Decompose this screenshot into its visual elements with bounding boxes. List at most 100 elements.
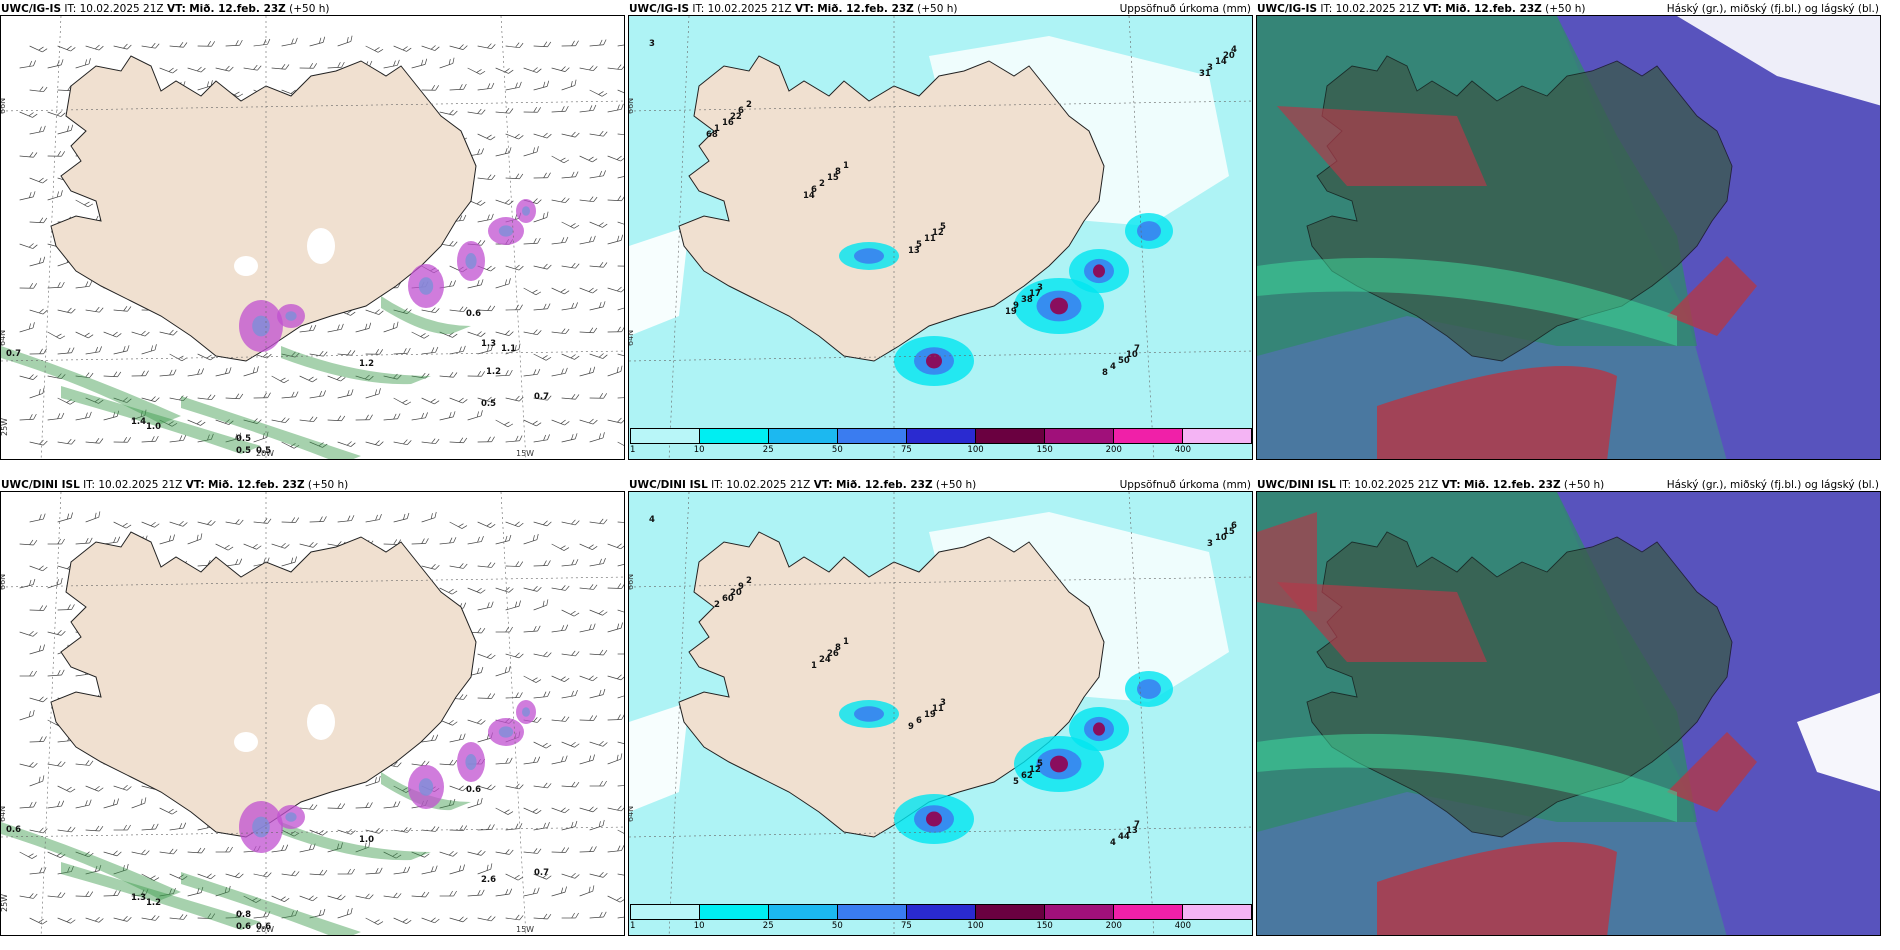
wind-barb: [589, 261, 608, 268]
wind-barb: [477, 436, 495, 443]
wind-barb: [579, 885, 595, 897]
panel-title: UWC/DINI ISL IT: 10.02.2025 21Z VT: Mið.…: [1257, 478, 1879, 492]
panel-precip-igis: UWC/IG-IS IT: 10.02.2025 21Z VT: Mið. 12…: [628, 0, 1253, 460]
precip-value: 13: [1126, 826, 1138, 836]
valid-time-prefix: VT:: [185, 479, 205, 491]
snow-value: 0.5: [256, 446, 271, 456]
wind-barb: [477, 562, 496, 568]
wind-barb: [449, 733, 466, 743]
wind-barb: [449, 397, 468, 404]
wind-barb: [281, 829, 300, 837]
wind-barb: [467, 279, 484, 289]
wind-barb: [551, 675, 570, 683]
precip-value: 8: [835, 167, 841, 177]
wind-barb: [589, 649, 608, 656]
colorbar-segment: [769, 905, 838, 919]
wind-barb: [47, 892, 66, 898]
wind-barb: [607, 753, 623, 765]
wind-barb: [617, 915, 624, 919]
precip-map: 66N 64N 4 2 1 3 5 7 6 9 8 11 12 13 15 20 26 19 62 44 10 60 24 6…: [628, 491, 1253, 936]
wind-barb: [607, 103, 624, 113]
wind-barb: [383, 892, 402, 899]
wind-barb: [57, 438, 76, 445]
wind-barb: [589, 518, 608, 525]
wind-barb: [523, 107, 542, 113]
wind-barb: [29, 348, 47, 355]
precip-value: 6: [1231, 521, 1237, 531]
snow-values: 0.7 0.5 0.5 0.5 1.4 1.0 0.6 1.2 0.7 0.5 1.3 1.1 1.2: [6, 309, 549, 456]
snow-value: 1.2: [486, 367, 501, 377]
snow-value: 1.3: [481, 339, 496, 349]
colorbar-label: 100: [967, 921, 984, 931]
grid-label: 15W: [516, 449, 534, 458]
wind-barb: [607, 286, 624, 293]
wind-barb: [551, 886, 567, 897]
precip-value: 6: [738, 106, 744, 116]
wind-barb: [197, 873, 216, 880]
wind-barb: [579, 584, 598, 590]
wind-barb: [617, 305, 624, 311]
wind-barb: [47, 190, 63, 201]
colorbar-label: 1: [630, 921, 636, 931]
wind-barb: [495, 330, 514, 336]
wind-barb: [113, 305, 132, 312]
glacier: [234, 732, 258, 752]
iceland-land: [678, 55, 1105, 362]
wind-barb: [103, 371, 122, 378]
wind-barb: [523, 675, 542, 683]
wind-barb: [589, 353, 608, 359]
wind-barb: [561, 40, 579, 47]
wind-barb: [271, 895, 290, 903]
wind-barb: [309, 516, 327, 523]
wind-barb: [589, 170, 606, 179]
precip-value: 4: [1231, 45, 1237, 55]
wind-barb: [561, 820, 578, 831]
wind-barb: [579, 754, 595, 765]
wind-barb: [561, 741, 580, 748]
wind-barb: [29, 256, 46, 267]
precip-value: 50: [1118, 356, 1130, 366]
precip-value: 6: [811, 185, 817, 195]
panel-title: UWC/IG-IS IT: 10.02.2025 21Z VT: Mið. 12…: [1257, 2, 1879, 16]
wind-barb: [495, 665, 511, 677]
wind-barb: [215, 419, 234, 425]
valid-time-prefix: VT:: [813, 479, 833, 491]
wind-barb: [141, 521, 160, 528]
wind-barb: [393, 347, 411, 355]
wind-barb: [551, 419, 570, 426]
precip-value: 20: [1223, 51, 1235, 61]
wind-barb: [477, 133, 496, 141]
wind-barb: [421, 511, 437, 523]
wind-barb: [327, 803, 346, 809]
wind-barb: [477, 863, 493, 875]
wind-barb: [365, 513, 382, 523]
wind-barb: [337, 907, 353, 919]
colorbar-segment: [907, 429, 976, 443]
wind-barb: [505, 173, 524, 180]
precip-value: 26: [827, 649, 839, 659]
wind-barb: [551, 287, 570, 295]
wind-barb: [607, 64, 624, 71]
wind-barb: [187, 66, 206, 73]
wind-barb: [477, 915, 496, 922]
wind-barb: [113, 345, 130, 355]
precip-value: 24: [819, 655, 831, 665]
wind-barb: [57, 826, 76, 833]
wind-barb: [197, 41, 216, 47]
wind-barb: [477, 305, 496, 312]
wind-barb: [29, 308, 48, 315]
wind-barb: [533, 394, 552, 401]
colorbar-label: 100: [967, 445, 984, 455]
wind-barb: [551, 236, 569, 245]
precip-value: 9: [738, 582, 744, 592]
wind-barb: [299, 416, 318, 423]
wind-barb: [617, 693, 624, 699]
valid-time: Mið. 12.feb. 23Z: [817, 3, 914, 15]
wind-barb: [187, 368, 204, 377]
wind-barb: [589, 130, 608, 137]
wind-barb: [505, 873, 524, 881]
wind-barb: [309, 441, 328, 448]
wind-barb: [477, 213, 494, 223]
wind-barb: [57, 917, 76, 924]
wind-barb: [533, 434, 550, 443]
